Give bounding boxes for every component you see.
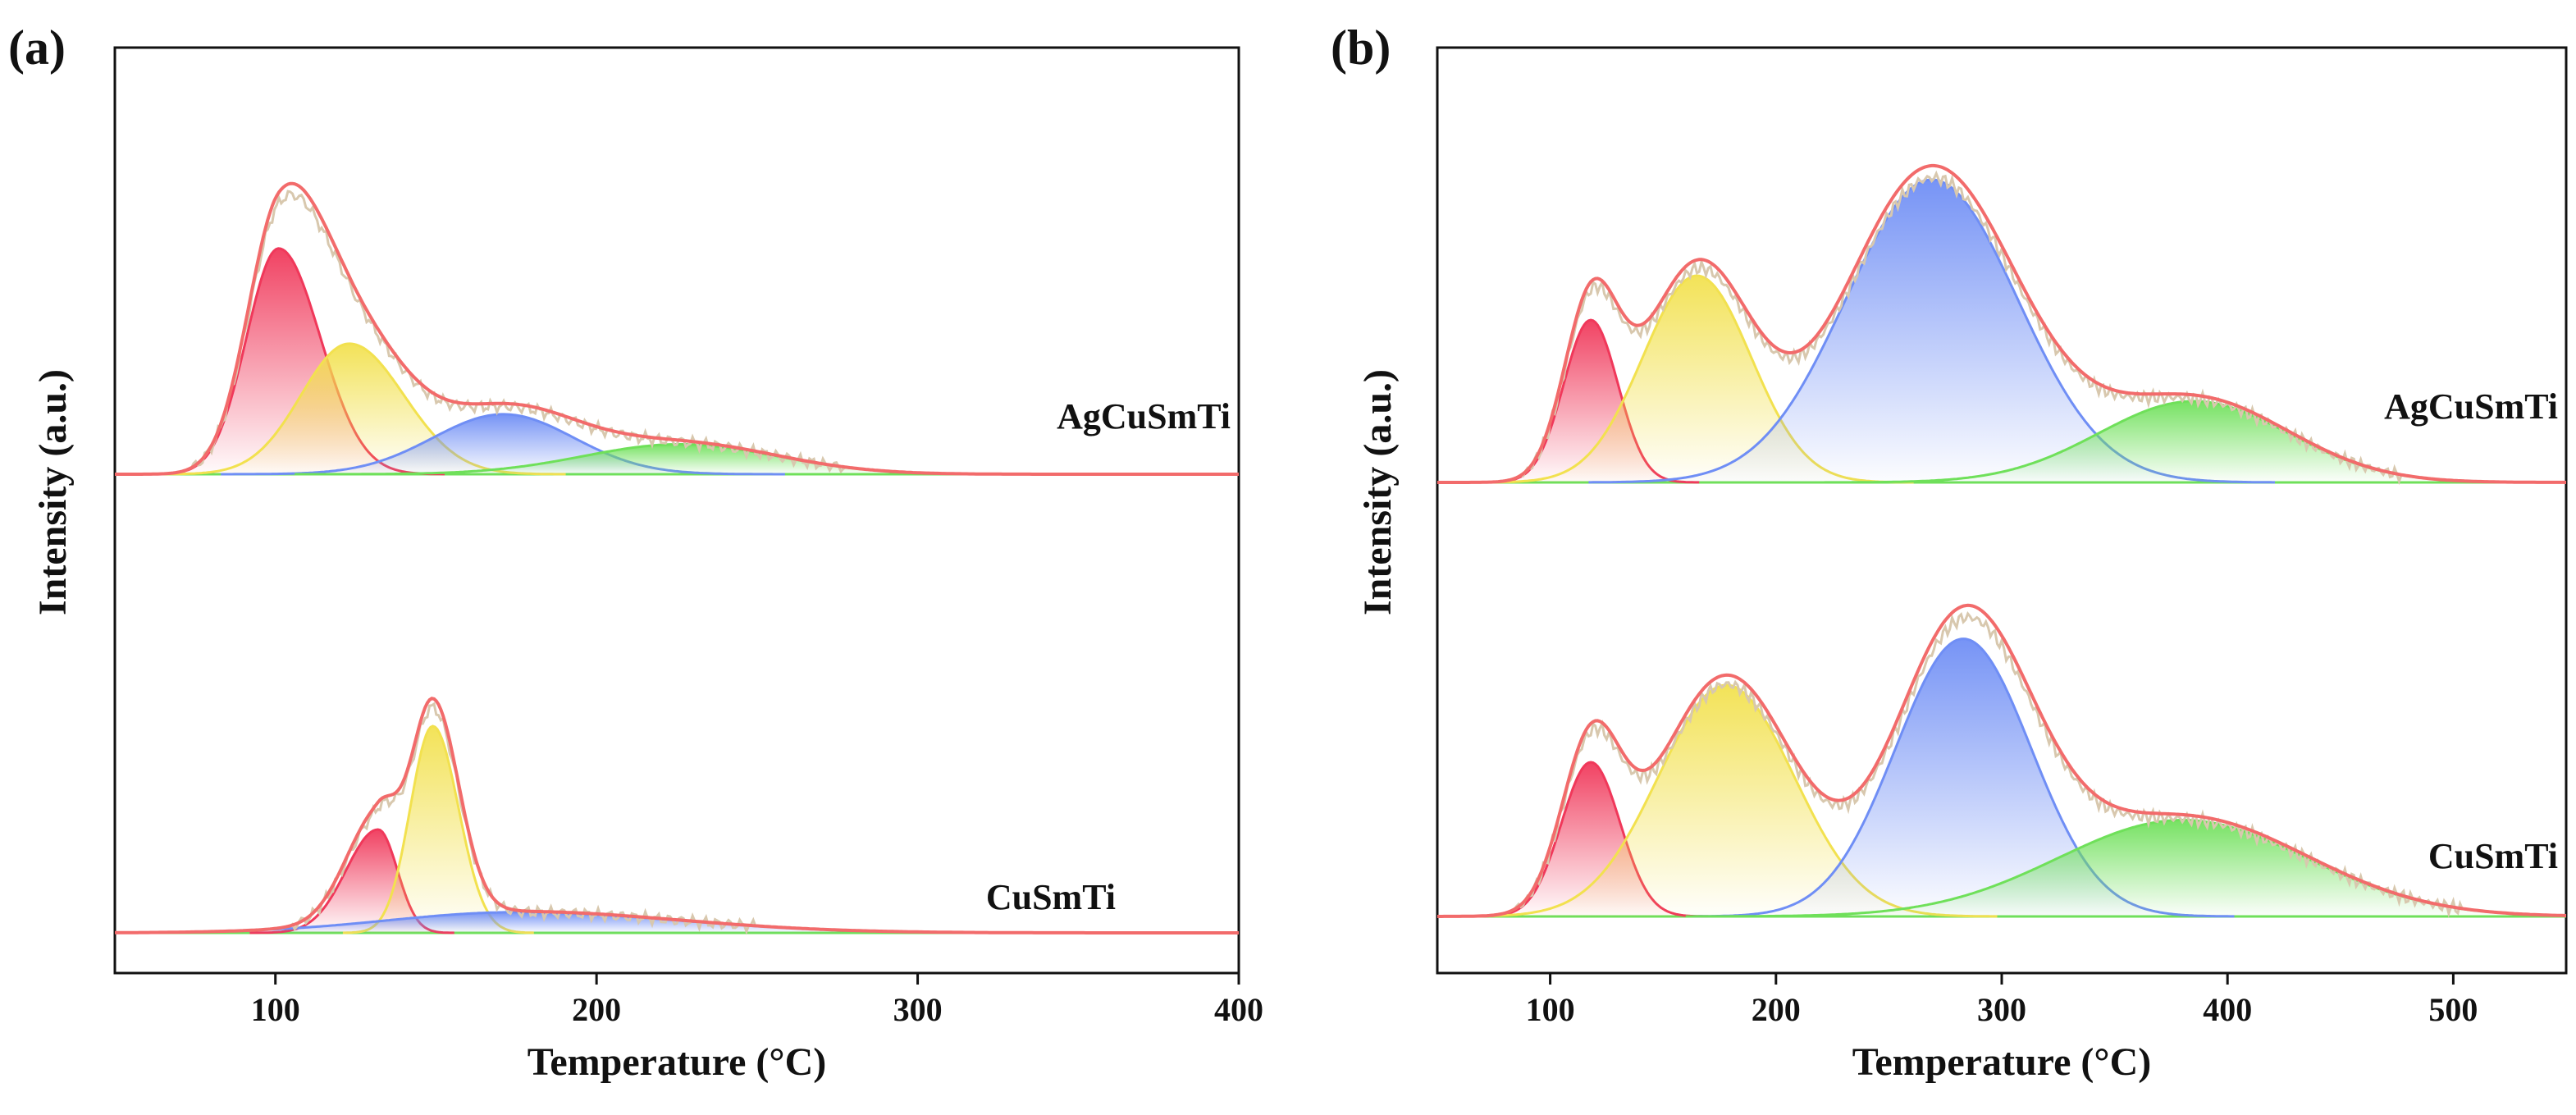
fit-envelope bbox=[115, 181, 1239, 476]
panel-a-x-tick-label: 100 bbox=[251, 991, 300, 1028]
panel-b-ticks: 100 200 300 400 500 bbox=[1526, 973, 2478, 1028]
panel-b-curves bbox=[1437, 163, 2567, 919]
fit-peak-area bbox=[115, 912, 1159, 933]
panel-a-x-tick-label: 400 bbox=[1214, 991, 1263, 1028]
panel-a-x-axis-title: Temperature (°C) bbox=[528, 1040, 826, 1084]
fit-peak-area bbox=[342, 726, 536, 933]
fit-peak-area bbox=[1685, 820, 2566, 916]
panel-b-x-axis-title: Temperature (°C) bbox=[1852, 1040, 2151, 1084]
panel-a-sample-label-top: AgCuSmTi bbox=[1057, 396, 1231, 436]
panel-b-y-axis-title: Intensity (a.u.) bbox=[1356, 369, 1400, 615]
fit-peak-area bbox=[1455, 685, 1998, 916]
panel-b-label: (b) bbox=[1331, 21, 1391, 75]
fit-envelope bbox=[1437, 603, 2567, 918]
panel-b-x-tick-label: 100 bbox=[1526, 991, 1575, 1028]
panel-b-x-tick-label: 400 bbox=[2203, 991, 2252, 1028]
panel-b-x-tick-label: 300 bbox=[1977, 991, 2026, 1028]
panel-a-x-tick-label: 300 bbox=[893, 991, 943, 1028]
panel-a-frame bbox=[113, 46, 1240, 975]
fit-peak-area bbox=[221, 414, 787, 474]
panel-b-x-tick-label: 200 bbox=[1752, 991, 1801, 1028]
panel-a-x-tick-label: 200 bbox=[572, 991, 621, 1028]
panel-a-label: (a) bbox=[8, 21, 66, 75]
panel-a: (a) 100 200 300 400 Temperature (°C) Intens… bbox=[8, 21, 1263, 1084]
fit-peak-area bbox=[1814, 401, 2566, 482]
fit-peak-area bbox=[1482, 320, 1700, 482]
panel-b: (b) 100 200 300 400 500 Temperature (°C) Int… bbox=[1331, 21, 2568, 1084]
fit-peak-area bbox=[1480, 276, 1914, 482]
panel-b-x-tick-label: 500 bbox=[2428, 991, 2478, 1028]
fit-peak-area bbox=[1692, 638, 2235, 916]
fit-peak-area bbox=[150, 248, 446, 474]
panel-b-sample-label-top: AgCuSmTi bbox=[2384, 386, 2558, 427]
panel-b-bottom-curves bbox=[1437, 603, 2567, 919]
panel-a-sample-label-bottom: CuSmTi bbox=[986, 877, 1116, 917]
panel-a-y-axis-title: Intensity (a.u.) bbox=[31, 369, 75, 615]
panel-a-curves bbox=[115, 181, 1239, 935]
fit-envelope bbox=[1437, 163, 2567, 484]
panel-a-top-curves bbox=[115, 181, 1239, 476]
panel-b-sample-label-bottom: CuSmTi bbox=[2428, 836, 2558, 876]
fit-envelope bbox=[115, 697, 1239, 934]
panel-b-top-curves bbox=[1437, 163, 2567, 486]
panel-a-bottom-curves bbox=[115, 697, 1239, 935]
fit-peak-area bbox=[156, 343, 568, 474]
fit-peak-area bbox=[1588, 180, 2275, 482]
fit-peak-area bbox=[1473, 762, 1709, 916]
fit-peak-area bbox=[295, 444, 1066, 474]
panel-a-ticks: 100 200 300 400 bbox=[251, 973, 1263, 1028]
